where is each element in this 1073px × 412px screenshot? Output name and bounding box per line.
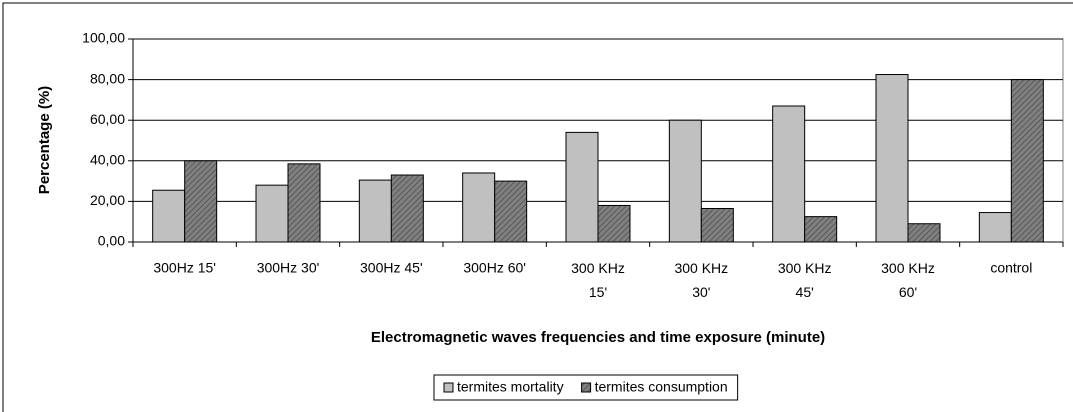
x-tick-label: 300 KHz 60' bbox=[881, 260, 935, 300]
bar bbox=[494, 180, 528, 243]
bar bbox=[907, 223, 941, 243]
bar bbox=[255, 184, 289, 243]
y-tick-label: 20,00 bbox=[90, 192, 125, 208]
x-tick-label: 300 KHz 45' bbox=[778, 260, 832, 300]
x-tick-label-line: 15' bbox=[589, 284, 607, 300]
x-axis-title: Electromagnetic waves frequencies and ti… bbox=[371, 329, 825, 346]
bar bbox=[978, 212, 1012, 243]
legend: termites mortality termites consumption bbox=[433, 374, 739, 401]
x-tick-label: 300Hz 60' bbox=[463, 260, 526, 276]
x-tick-label-line: 300 KHz bbox=[881, 260, 935, 276]
x-tick-label: 300Hz 15' bbox=[153, 260, 216, 276]
y-tick-label: 80,00 bbox=[90, 70, 125, 86]
legend-swatch bbox=[581, 382, 592, 393]
x-tick-label-line: 45' bbox=[796, 284, 814, 300]
bar bbox=[565, 131, 599, 243]
x-tick-label-line: 30' bbox=[692, 284, 710, 300]
bar bbox=[597, 204, 631, 243]
bar bbox=[700, 208, 734, 243]
bar bbox=[875, 74, 909, 243]
y-axis-title: Percentage (%) bbox=[36, 86, 53, 194]
bar bbox=[152, 189, 186, 243]
x-tick-label: 300Hz 45' bbox=[360, 260, 423, 276]
y-tick-label: 60,00 bbox=[90, 111, 125, 127]
bar bbox=[772, 105, 806, 243]
x-tick-label-line: 300 KHz bbox=[674, 260, 728, 276]
bar bbox=[358, 179, 392, 243]
legend-swatch bbox=[443, 382, 454, 393]
legend-label: termites consumption bbox=[595, 379, 728, 395]
y-tick-label: 0,00 bbox=[98, 233, 125, 249]
legend-label: termites mortality bbox=[457, 379, 564, 395]
bar bbox=[390, 174, 424, 243]
x-tick-label: 300Hz 30' bbox=[257, 260, 320, 276]
x-tick-label-line: 300 KHz bbox=[778, 260, 832, 276]
bar bbox=[668, 119, 702, 243]
y-tick-label: 100,00 bbox=[82, 30, 125, 46]
y-tick-label: 40,00 bbox=[90, 152, 125, 168]
x-tick-label: control bbox=[990, 260, 1032, 276]
bar bbox=[184, 160, 218, 243]
bar bbox=[1010, 79, 1044, 243]
bar bbox=[804, 216, 838, 243]
x-tick-label: 300 KHz 30' bbox=[674, 260, 728, 300]
x-tick-label-line: 300 KHz bbox=[571, 260, 625, 276]
x-tick-label-line: 60' bbox=[899, 284, 917, 300]
x-tick-label: 300 KHz 15' bbox=[571, 260, 625, 300]
bar bbox=[287, 163, 321, 243]
bar bbox=[462, 172, 496, 243]
